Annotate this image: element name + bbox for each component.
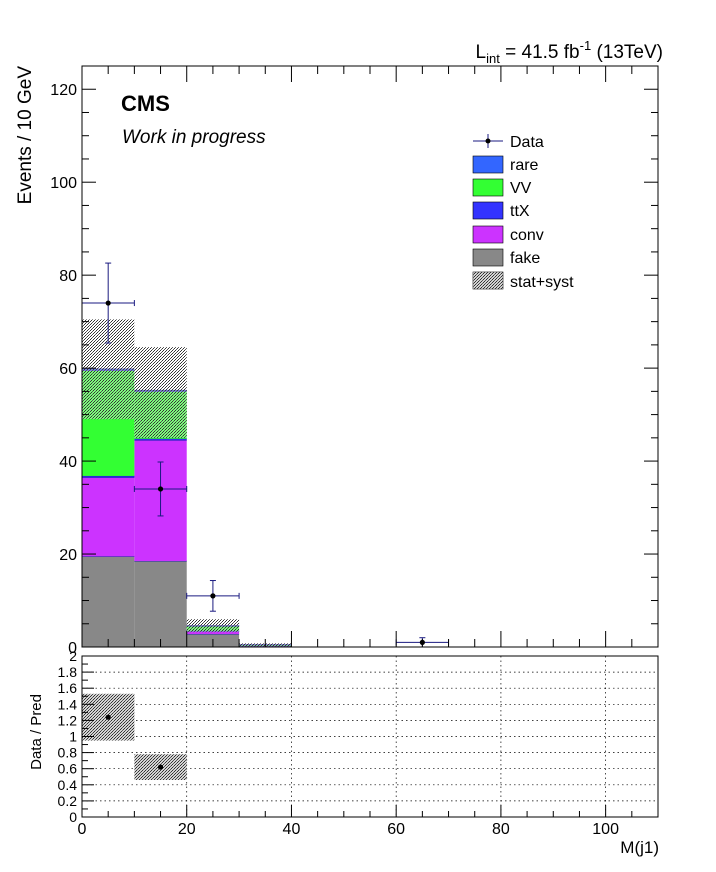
main-ytick-label-60: 60	[59, 361, 77, 378]
main-ytick-label-100: 100	[50, 175, 77, 192]
data-marker-2	[210, 593, 216, 599]
ratio-ytick-label-1.6: 1.6	[58, 680, 78, 696]
bar-conv-bin-0	[82, 477, 135, 557]
uncertainty-band	[82, 319, 292, 647]
ratio-xtick-label-60: 60	[387, 821, 405, 838]
main-ytick-label-40: 40	[59, 454, 77, 471]
uncertainty-band-bin-1	[134, 347, 187, 438]
ratio-point-1	[157, 764, 164, 770]
legend-label-conv: conv	[510, 227, 544, 244]
data-point-1	[133, 461, 188, 517]
main-ytick-label-120: 120	[50, 82, 77, 99]
legend-entry-vv: VV	[472, 178, 532, 197]
ratio-ytick-label-0.6: 0.6	[58, 761, 78, 777]
bar-ttX-bin-1	[134, 438, 187, 441]
luminosity-label: Lint = 41.5 fb-1 (13TeV)	[476, 38, 663, 66]
ratio-ytick-label-1: 1	[69, 729, 77, 745]
ratio-uncertainty-band	[82, 693, 187, 780]
main-panel: 0 20 40 60 80 100 120 Events / 10 GeV	[15, 65, 659, 657]
ratio-ytick-label-0.2: 0.2	[58, 793, 78, 809]
legend-entry-conv: conv	[472, 225, 544, 244]
legend-label-rare: rare	[510, 157, 539, 174]
ratio-xtick-label-80: 80	[492, 821, 510, 838]
legend-label-data: Data	[510, 134, 544, 151]
legend-label-stat-syst: stat+syst	[510, 274, 574, 291]
ratio-xtick-label-40: 40	[283, 821, 301, 838]
ratio-ytick-label-2: 2	[69, 648, 77, 664]
legend-label-fake: fake	[510, 250, 540, 267]
legend-entry-stat-syst: stat+syst	[472, 271, 574, 291]
legend-entry-fake: fake	[472, 248, 540, 267]
legend-entry-data: Data	[473, 134, 544, 151]
legend-entry-rare: rare	[472, 155, 539, 174]
ratio-point-0	[105, 714, 111, 720]
x-axis-title: M(j1)	[620, 838, 659, 857]
ratio-xtick-label-20: 20	[178, 821, 196, 838]
data-point-2	[186, 580, 240, 612]
ratio-y-axis-title: Data / Pred	[28, 694, 45, 770]
ratio-axes: 00.20.40.60.811.21.41.61.820 20 40 60 80 100	[58, 648, 659, 838]
bar-ttX-bin-0	[82, 475, 135, 478]
status-label: Work in progress	[122, 127, 266, 148]
data-marker-1	[157, 486, 164, 492]
main-axes: 0 20 40 60 80 100 120	[50, 65, 659, 657]
legend-label-vv: VV	[510, 180, 532, 197]
bar-fake-bin-0	[82, 556, 135, 647]
main-ytick-label-0: 0	[68, 640, 77, 657]
ratio-xtick-label-0: 0	[78, 821, 87, 838]
ratio-xtick-label-100: 100	[592, 821, 619, 838]
main-ytick-label-20: 20	[59, 547, 77, 564]
cms-label: CMS	[121, 91, 170, 116]
data-marker-0	[105, 300, 111, 306]
bar-fake-bin-1	[134, 561, 187, 647]
ratio-ytick-label-1.8: 1.8	[58, 664, 78, 680]
ratio-ytick-label-0: 0	[69, 809, 77, 825]
ratio-ytick-label-1.4: 1.4	[58, 696, 78, 712]
legend: Data rare VV ttX conv fake stat+syst	[472, 134, 574, 291]
uncertainty-band-bin-2	[186, 619, 240, 633]
ratio-ytick-label-0.8: 0.8	[58, 745, 78, 761]
ratio-ytick-label-1.2: 1.2	[58, 712, 78, 728]
ratio-points	[105, 714, 164, 770]
y-axis-title: Events / 10 GeV	[15, 66, 36, 205]
ratio-panel: 00.20.40.60.811.21.41.61.820 20 40 60 80 100 …	[28, 648, 659, 857]
legend-entry-ttx: ttX	[472, 201, 530, 220]
legend-label-ttx: ttX	[510, 203, 530, 220]
bar-conv-bin-2	[186, 631, 240, 634]
ratio-grid	[82, 656, 658, 817]
main-ytick-label-80: 80	[59, 268, 77, 285]
ratio-ytick-label-0.4: 0.4	[58, 777, 78, 793]
